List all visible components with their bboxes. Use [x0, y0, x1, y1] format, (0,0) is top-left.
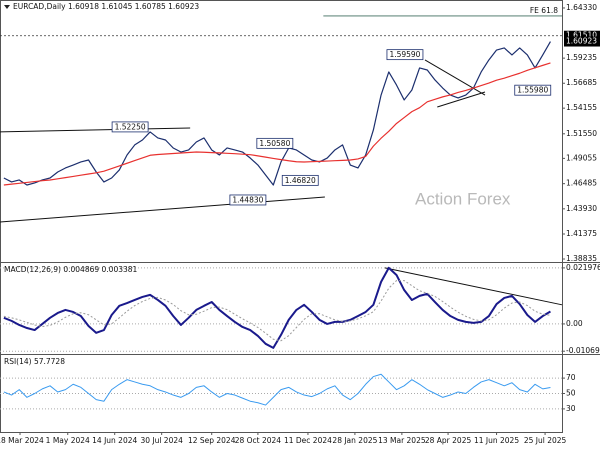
x-tick-label: 30 Jul 2024: [140, 436, 183, 445]
level-tag: [564, 30, 600, 41]
y-tick-label: -0.010692: [566, 346, 600, 355]
last-price-tag: [564, 36, 600, 47]
annotation-label: 1.50580: [259, 139, 290, 148]
annotation-box: [514, 84, 552, 96]
trendline: [0, 196, 325, 223]
y-tick-label: 0.021976: [566, 263, 600, 272]
y-tick-label: 30: [566, 404, 576, 413]
x-tick-label: 14 Jun 2024: [92, 436, 137, 445]
y-tick-label: 1.38835: [566, 254, 597, 263]
trendline: [437, 91, 486, 108]
x-tick-label: 1 May 2024: [46, 436, 90, 445]
y-tick-label: 1.43930: [566, 204, 597, 213]
x-tick-label: 28 Oct 2024: [235, 436, 282, 445]
y-tick-label: 1.64330: [566, 3, 597, 12]
annotation-box: [256, 137, 294, 149]
panel-title: EURCAD,Daily 1.60918 1.61045 1.60785 1.6…: [13, 2, 199, 11]
plot-frame: [0, 0, 563, 433]
y-tick-label: 1.49055: [566, 153, 597, 162]
x-tick-label: 25 Jul 2025: [524, 436, 567, 445]
x-tick-label: 11 Dec 2024: [284, 436, 332, 445]
y-tick-label: 1.54155: [566, 103, 597, 112]
x-tick-label: 28 Apr 2025: [425, 436, 472, 445]
panel-title: MACD(12,26,9) 0.004869 0.003381: [4, 265, 138, 274]
x-tick-label: 12 Sep 2024: [188, 436, 236, 445]
annotation-label: 1.44830: [232, 195, 263, 204]
x-tick-label: 13 Mar 2025: [378, 436, 426, 445]
y-tick-label: 70: [566, 373, 576, 382]
y-tick-label: 0.00: [566, 319, 583, 328]
annotation-label: 1.55980: [517, 86, 548, 95]
level-label: FE 61.8: [530, 6, 558, 15]
x-tick-label: 28 Jan 2025: [332, 436, 377, 445]
last-price-label: 1.60923: [566, 37, 597, 46]
trendline: [0, 127, 191, 133]
annotation-label: 1.46820: [285, 176, 316, 185]
annotation-box: [111, 121, 149, 133]
x-tick-label: 11 Jun 2025: [474, 436, 519, 445]
series-line: [3, 280, 551, 342]
y-tick-label: 1.41375: [566, 229, 597, 238]
annotation-label: 1.52250: [115, 122, 146, 131]
series-line: [3, 62, 551, 186]
annotation-box: [386, 49, 424, 61]
series-line: [3, 373, 551, 406]
series-line: [3, 41, 551, 186]
symbol-icon: [4, 5, 10, 9]
trendline: [424, 59, 486, 96]
y-tick-label: 1.51550: [566, 129, 597, 138]
annotation-label: 1.59590: [389, 50, 420, 59]
trendline: [384, 267, 563, 306]
panel-title: RSI(14) 57.7728: [4, 357, 65, 366]
watermark: Action Forex: [415, 189, 511, 208]
y-tick-label: 1.56685: [566, 78, 597, 87]
y-tick-label: 1.46485: [566, 179, 597, 188]
series-line: [3, 266, 551, 349]
annotation-box: [281, 174, 319, 186]
level-tag-label: 1.61510: [566, 31, 597, 40]
x-tick-label: 18 Mar 2024: [0, 436, 44, 445]
annotation-box: [229, 194, 267, 206]
y-tick-label: 1.59235: [566, 53, 597, 62]
y-tick-label: 50: [566, 389, 576, 398]
